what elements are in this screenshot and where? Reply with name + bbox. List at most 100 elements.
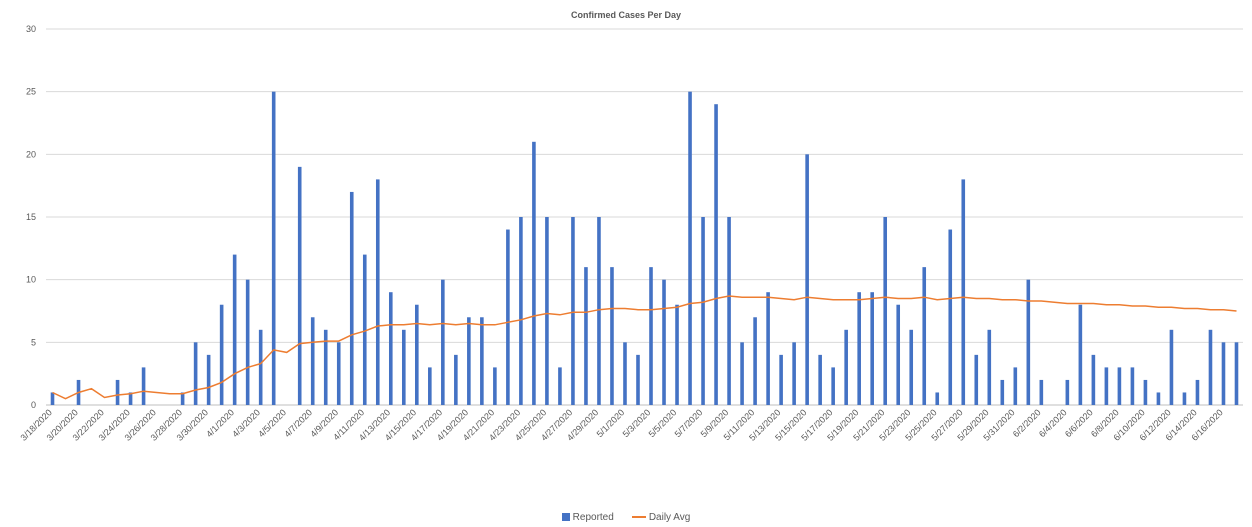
bar-reported [1027, 280, 1031, 405]
bar-reported [298, 167, 302, 405]
bar-reported [402, 330, 406, 405]
bar-reported [870, 292, 874, 405]
bar-reported [1105, 367, 1109, 405]
y-tick-label: 25 [26, 87, 36, 97]
bar-reported [896, 305, 900, 405]
reported-bars [51, 92, 1239, 405]
bar-reported [142, 367, 146, 405]
bar-reported [441, 280, 445, 405]
daily-avg-line [53, 296, 1237, 399]
bar-reported [792, 342, 796, 405]
bar-reported [610, 267, 614, 405]
bar-reported [883, 217, 887, 405]
legend-item-daily-avg: Daily Avg [632, 512, 691, 523]
x-axis-tick-labels: 3/18/20203/20/20203/22/20203/24/20203/26… [19, 407, 1225, 442]
bar-reported [922, 267, 926, 405]
bar-reported [1000, 380, 1004, 405]
bar-reported [649, 267, 653, 405]
line-daily-avg [53, 296, 1237, 399]
bar-reported [220, 305, 224, 405]
bar-reported [571, 217, 575, 405]
bar-reported [467, 317, 471, 405]
bar-reported [961, 179, 965, 405]
bar-reported [1157, 392, 1161, 405]
bar-reported [1144, 380, 1148, 405]
bar-reported [662, 280, 666, 405]
bar-reported [584, 267, 588, 405]
bar-reported [623, 342, 627, 405]
bar-reported [532, 142, 536, 405]
bar-reported [987, 330, 991, 405]
bar-reported [272, 92, 276, 405]
bar-reported [1079, 305, 1083, 405]
bar-reported [831, 367, 835, 405]
bar-reported [1196, 380, 1200, 405]
y-tick-label: 30 [26, 24, 36, 34]
bar-reported [51, 392, 55, 405]
bar-reported [493, 367, 497, 405]
bar-reported [948, 230, 952, 405]
y-tick-label: 5 [31, 337, 36, 347]
bar-reported [1040, 380, 1044, 405]
bar-reported [480, 317, 484, 405]
bar-reported [428, 367, 432, 405]
legend-swatch-daily-avg [632, 516, 646, 518]
bar-reported [506, 230, 510, 405]
bar-reported [701, 217, 705, 405]
bar-reported [1118, 367, 1122, 405]
bar-reported [727, 217, 731, 405]
y-tick-label: 20 [26, 149, 36, 159]
bar-reported [1131, 367, 1135, 405]
legend-label-daily-avg: Daily Avg [649, 512, 691, 523]
bar-reported [116, 380, 120, 405]
bar-reported [688, 92, 692, 405]
bar-reported [857, 292, 861, 405]
bar-reported [597, 217, 601, 405]
bar-reported [389, 292, 393, 405]
y-axis-tick-labels: 0 5 10 15 20 25 30 [26, 24, 36, 410]
bar-reported [233, 255, 237, 405]
bar-reported [259, 330, 263, 405]
bar-reported [753, 317, 757, 405]
bar-reported [350, 192, 354, 405]
bar-reported [363, 255, 367, 405]
bar-reported [1092, 355, 1096, 405]
bar-reported [714, 104, 718, 405]
legend-swatch-reported [562, 513, 570, 521]
bar-reported [376, 179, 380, 405]
bar-reported [454, 355, 458, 405]
y-tick-label: 10 [26, 275, 36, 285]
chart-title: Confirmed Cases Per Day [571, 10, 681, 20]
bar-reported [1222, 342, 1226, 405]
legend: Reported Daily Avg [0, 510, 1252, 524]
bar-reported [1183, 392, 1187, 405]
y-tick-label: 0 [31, 400, 36, 410]
bar-reported [675, 305, 679, 405]
bar-reported [246, 280, 250, 405]
bar-reported [1235, 342, 1239, 405]
bar-reported [636, 355, 640, 405]
bar-reported [207, 355, 211, 405]
y-tick-label: 15 [26, 212, 36, 222]
gridlines [46, 29, 1243, 405]
bar-reported [311, 317, 315, 405]
bar-reported [558, 367, 562, 405]
bar-reported [844, 330, 848, 405]
bar-reported [519, 217, 523, 405]
bar-reported [194, 342, 198, 405]
bar-reported [805, 154, 809, 405]
bar-reported [337, 342, 341, 405]
bar-reported [1066, 380, 1070, 405]
bar-reported [779, 355, 783, 405]
bar-reported [766, 292, 770, 405]
bar-reported [1209, 330, 1213, 405]
bar-reported [818, 355, 822, 405]
bar-reported [1014, 367, 1018, 405]
bar-reported [909, 330, 913, 405]
bar-reported [974, 355, 978, 405]
bar-reported [1170, 330, 1174, 405]
bar-reported [415, 305, 419, 405]
legend-item-reported: Reported [562, 512, 614, 523]
